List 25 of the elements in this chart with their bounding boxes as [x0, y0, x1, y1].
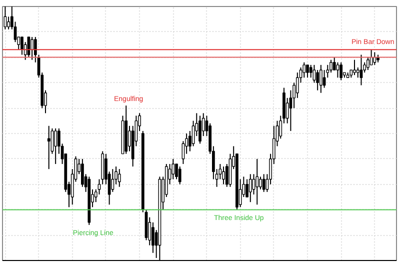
candlestick: [336, 62, 340, 78]
candlestick: [302, 62, 306, 78]
candlestick: [54, 128, 58, 164]
candlestick: [30, 36, 34, 60]
candlestick: [198, 115, 202, 144]
candlestick: [118, 168, 121, 188]
candlestick: [366, 56, 370, 70]
candlestick: [256, 158, 259, 206]
candlestick: [309, 64, 312, 78]
candlestick: [306, 64, 309, 78]
candlestick: [259, 176, 262, 190]
candlestick: [340, 62, 343, 81]
candlestick: [262, 174, 266, 192]
candlestick: [178, 166, 182, 185]
candlestick: [248, 174, 252, 203]
candlestick: [7, 16, 10, 30]
candlestick: [319, 64, 322, 94]
candlestick: [360, 54, 363, 86]
candlestick: [222, 166, 225, 185]
candlestick: [330, 59, 332, 74]
candlestick: [353, 59, 356, 76]
candlestick: [4, 6, 7, 30]
candlestick: [356, 66, 360, 78]
candlestick: [47, 125, 50, 170]
candlestick: [111, 168, 114, 192]
